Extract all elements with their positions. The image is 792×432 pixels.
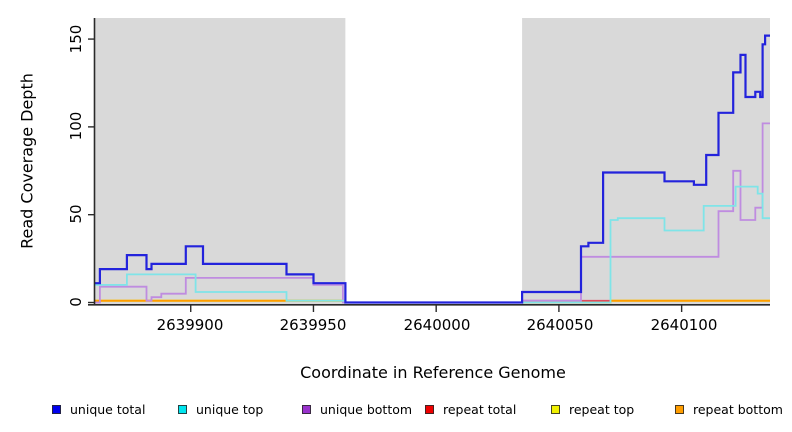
x-tick-label-2639950: 2639950: [279, 316, 347, 334]
legend-label: repeat bottom: [693, 402, 783, 417]
y-tick-label-50: 50: [67, 204, 85, 224]
y-tick-label-150: 150: [67, 24, 85, 54]
legend-item-repeat-total: repeat total: [425, 402, 516, 417]
x-tick-label-2640100: 2640100: [650, 316, 718, 334]
shaded-region-1: [522, 18, 770, 304]
legend-item-repeat-top: repeat top: [551, 402, 634, 417]
x-tick-label-2640050: 2640050: [526, 316, 594, 334]
legend-swatch: [675, 405, 684, 414]
legend-label: repeat top: [569, 402, 635, 417]
legend-swatch: [302, 405, 311, 414]
legend-label: unique total: [70, 402, 146, 417]
x-tick-label-2639900: 2639900: [156, 316, 224, 334]
legend-label: unique top: [196, 402, 264, 417]
legend-swatch: [425, 405, 434, 414]
legend-swatch: [52, 405, 61, 414]
legend-item-unique-top: unique top: [178, 402, 263, 417]
y-tick-label-0: 0: [67, 297, 85, 307]
legend-item-repeat-bottom: repeat bottom: [675, 402, 783, 417]
y-axis-title: Read Coverage Depth: [17, 73, 37, 249]
legend-label: unique bottom: [320, 402, 413, 417]
legend-label: repeat total: [443, 402, 517, 417]
legend-swatch: [551, 405, 560, 414]
y-tick-label-100: 100: [67, 111, 85, 141]
series-line-unique-total: [95, 34, 770, 304]
legend-swatch: [178, 405, 187, 414]
x-tick-label-2640000: 2640000: [403, 316, 471, 334]
legend-item-unique-total: unique total: [52, 402, 145, 417]
x-axis-title: Coordinate in Reference Genome: [300, 363, 566, 382]
shaded-region-0: [95, 18, 346, 304]
series-line-unique-top: [95, 185, 770, 304]
legend-item-unique-bottom: unique bottom: [302, 402, 412, 417]
